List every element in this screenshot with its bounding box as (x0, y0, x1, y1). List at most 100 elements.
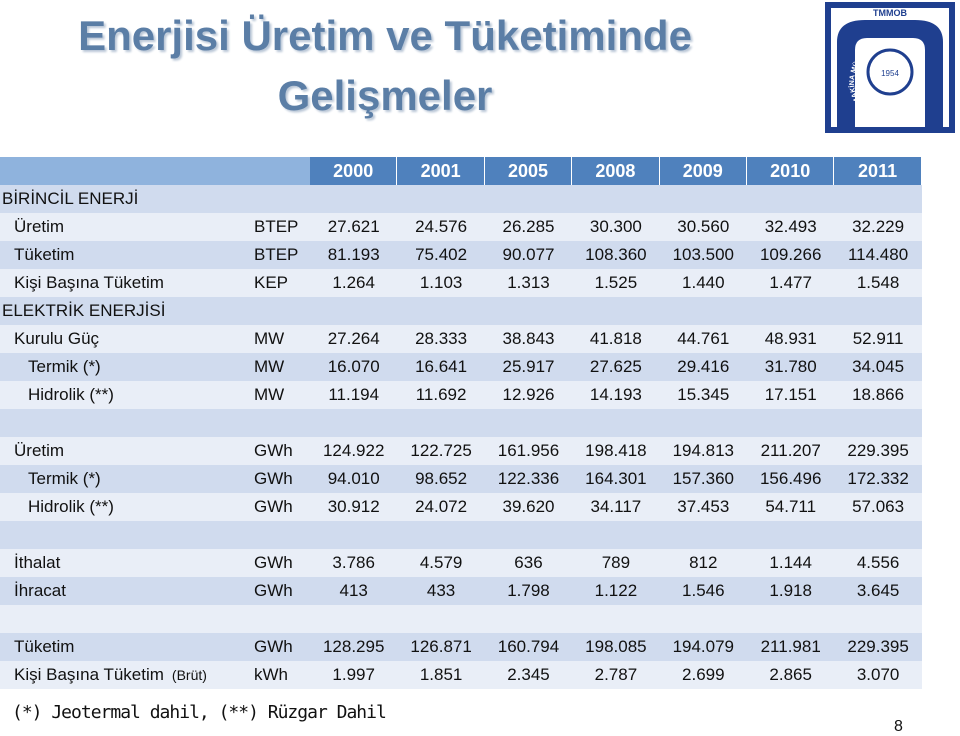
value: 94.010 (327, 469, 380, 488)
value: 2.865 (769, 665, 812, 684)
value: 1.440 (682, 273, 725, 292)
value: 126.871 (410, 637, 472, 656)
value: 27.621 (327, 217, 380, 236)
value: 38.843 (502, 329, 555, 348)
row-bg (0, 577, 922, 605)
value: 164.301 (585, 469, 647, 488)
column-header: 2005 (484, 157, 573, 185)
section-label: ELEKTRİK ENERJİSİ (2, 301, 166, 320)
value: 90.077 (502, 245, 555, 264)
row-bg (0, 241, 922, 269)
value: 41.818 (589, 329, 642, 348)
value: 57.063 (852, 497, 905, 516)
row-label: Termik (*) (28, 357, 101, 376)
value: 1.546 (682, 581, 725, 600)
value: 812 (689, 553, 718, 572)
value: 52.911 (852, 329, 904, 348)
value: 161.956 (497, 441, 560, 460)
value: 3.645 (856, 581, 900, 600)
value: 122.336 (497, 469, 560, 488)
row-bg (0, 325, 922, 353)
value: 2.699 (682, 665, 725, 684)
value: 1.851 (419, 665, 463, 684)
value: 34.045 (852, 357, 905, 376)
title-line: Enerjisi Üretim ve Tüketiminde (78, 12, 692, 59)
column-header: 2001 (397, 157, 485, 185)
row-bg (0, 549, 922, 577)
value: 636 (514, 553, 543, 572)
logo-arch (837, 20, 943, 127)
footnote: (*) Jeotermal dahil, (**) Rüzgar Dahil (12, 702, 387, 723)
value: 124.922 (322, 441, 385, 460)
row-bg (0, 493, 922, 521)
row-label: Tüketim (14, 245, 75, 264)
value: 198.418 (585, 441, 647, 460)
spacer-row (0, 605, 922, 633)
value: 4.579 (419, 553, 463, 572)
row-label: Kişi Başına Tüketim (14, 273, 164, 292)
value: 1.477 (769, 273, 812, 292)
value: 211.207 (760, 441, 821, 460)
value: 27.264 (327, 329, 380, 348)
row-bg (0, 661, 922, 689)
row-bg (0, 213, 922, 241)
unit: GWh (254, 497, 293, 516)
unit: KEP (254, 273, 289, 292)
value: 157.360 (672, 469, 735, 488)
value: 14.193 (589, 385, 642, 404)
row-note: (Brüt) (171, 667, 207, 683)
row-label: Kurulu Güç (14, 329, 100, 348)
value: 11.194 (328, 385, 380, 404)
value: 26.285 (502, 217, 555, 236)
value: 24.576 (415, 217, 468, 236)
unit: BTEP (254, 245, 299, 264)
row-bg (0, 437, 922, 465)
row-label: Hidrolik (**) (28, 385, 114, 404)
row-label: Kişi Başına Tüketim (Brüt) (14, 665, 207, 684)
logo-ring (866, 48, 914, 96)
value: 109.266 (759, 245, 822, 264)
value: 24.072 (415, 497, 468, 516)
logo-text: TMMOB (873, 8, 907, 18)
header-left (0, 157, 310, 185)
unit: GWh (254, 469, 293, 488)
value: 1.525 (594, 273, 638, 292)
value: 3.786 (332, 553, 375, 572)
column-header: 2010 (747, 157, 835, 185)
spacer-row (0, 409, 922, 437)
value: 28.333 (415, 329, 468, 348)
unit: MW (254, 357, 285, 376)
value: 211.981 (760, 637, 821, 656)
value: 194.079 (672, 637, 735, 656)
value: 25.917 (502, 357, 555, 376)
page-number: 8 (894, 718, 903, 735)
value: 1.122 (594, 581, 638, 600)
title-line: Gelişmeler (277, 72, 493, 119)
value: 2.787 (594, 665, 638, 684)
value: 103.500 (672, 245, 735, 264)
unit: GWh (254, 553, 293, 572)
row-label: İhracat (14, 581, 66, 600)
row-bg (0, 381, 922, 409)
value: 27.625 (589, 357, 642, 376)
value: 1.548 (856, 273, 900, 292)
value: 11.692 (415, 385, 467, 404)
row-label: İthalat (14, 553, 61, 572)
value: 108.360 (585, 245, 647, 264)
value: 2.345 (507, 665, 550, 684)
value: 1.918 (769, 581, 812, 600)
unit: GWh (254, 581, 293, 600)
value: 75.402 (415, 245, 468, 264)
value: 16.070 (327, 357, 380, 376)
column-header: 2011 (834, 157, 922, 185)
value: 32.493 (764, 217, 817, 236)
value: 1.997 (332, 665, 375, 684)
value: 54.711 (765, 497, 817, 516)
unit: BTEP (254, 217, 299, 236)
value: 114.480 (847, 245, 909, 264)
row-label: Termik (*) (28, 469, 101, 488)
logo: TMMOB 1954 MAKİNA MÜHENDİSLERİ ODASI (825, 2, 955, 133)
section-label: BİRİNCİL ENERJİ (2, 189, 139, 208)
column-header: 2000 (310, 157, 398, 185)
value: 31.780 (764, 357, 817, 376)
